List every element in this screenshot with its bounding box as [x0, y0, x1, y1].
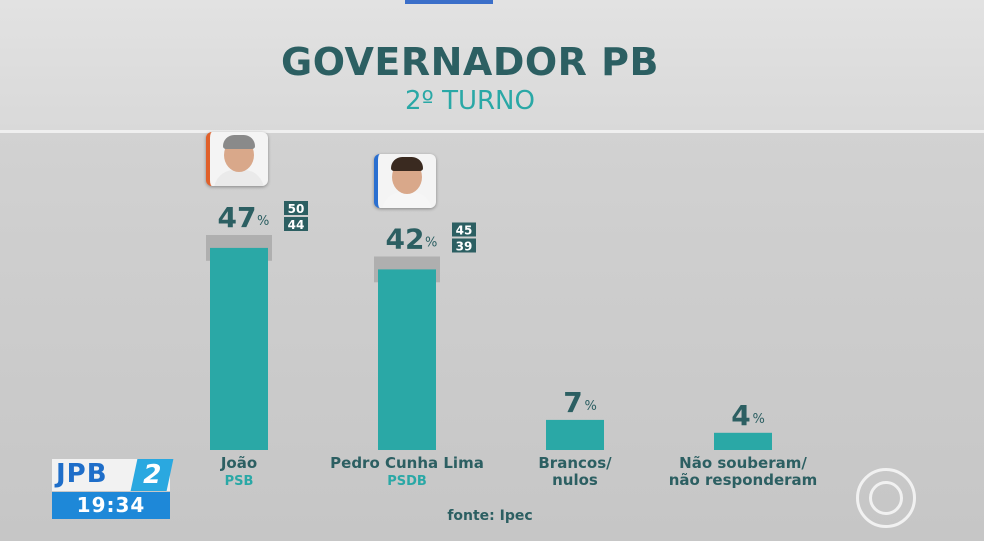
- data-label-value: 4: [731, 399, 750, 432]
- channel-logo: JPB 2 19:34: [52, 459, 174, 519]
- party-label: PSDB: [387, 474, 427, 489]
- candidate-photo-icon: [206, 132, 268, 186]
- bar: [210, 247, 268, 450]
- source-caption: fonte: Ipec: [447, 508, 533, 524]
- bar: [546, 419, 604, 450]
- range-low-box: [284, 217, 308, 231]
- channel-name: JPB: [56, 459, 108, 489]
- data-label-unit: %: [257, 214, 269, 229]
- channel-number: 2: [130, 459, 174, 491]
- range-low-label: 44: [288, 218, 305, 232]
- data-label-unit: %: [585, 399, 597, 414]
- data-label-value: 7: [563, 386, 582, 419]
- range-high-box: [452, 222, 476, 237]
- category-label: nulos: [552, 471, 598, 489]
- data-label-value: 42: [386, 223, 425, 256]
- party-label: PSB: [225, 474, 254, 489]
- bar: [714, 432, 772, 450]
- range-high-box: [284, 201, 308, 215]
- data-label-value: 47: [218, 201, 257, 234]
- top-tab-marker: [405, 0, 493, 4]
- clock-time: 19:34: [52, 492, 170, 519]
- range-low-label: 39: [456, 240, 473, 254]
- category-label: Pedro Cunha Lima: [330, 454, 484, 472]
- header-divider: [0, 130, 984, 133]
- data-label-unit: %: [425, 236, 437, 251]
- data-label-unit: %: [753, 412, 765, 427]
- category-label: Não souberam/: [679, 454, 807, 472]
- header-panel: [0, 0, 984, 130]
- candidate-photo-icon: [374, 154, 436, 208]
- chart-subtitle: 2º TURNO: [405, 86, 535, 116]
- bar: [378, 269, 436, 450]
- chart-title: GOVERNADOR PB: [281, 40, 659, 84]
- category-label: João: [220, 454, 257, 472]
- range-high-label: 50: [288, 202, 305, 216]
- network-logo-icon: [856, 468, 916, 528]
- range-low-box: [452, 238, 476, 253]
- category-label: Brancos/: [538, 454, 612, 472]
- category-label: não responderam: [669, 471, 818, 489]
- range-high-label: 45: [456, 224, 473, 238]
